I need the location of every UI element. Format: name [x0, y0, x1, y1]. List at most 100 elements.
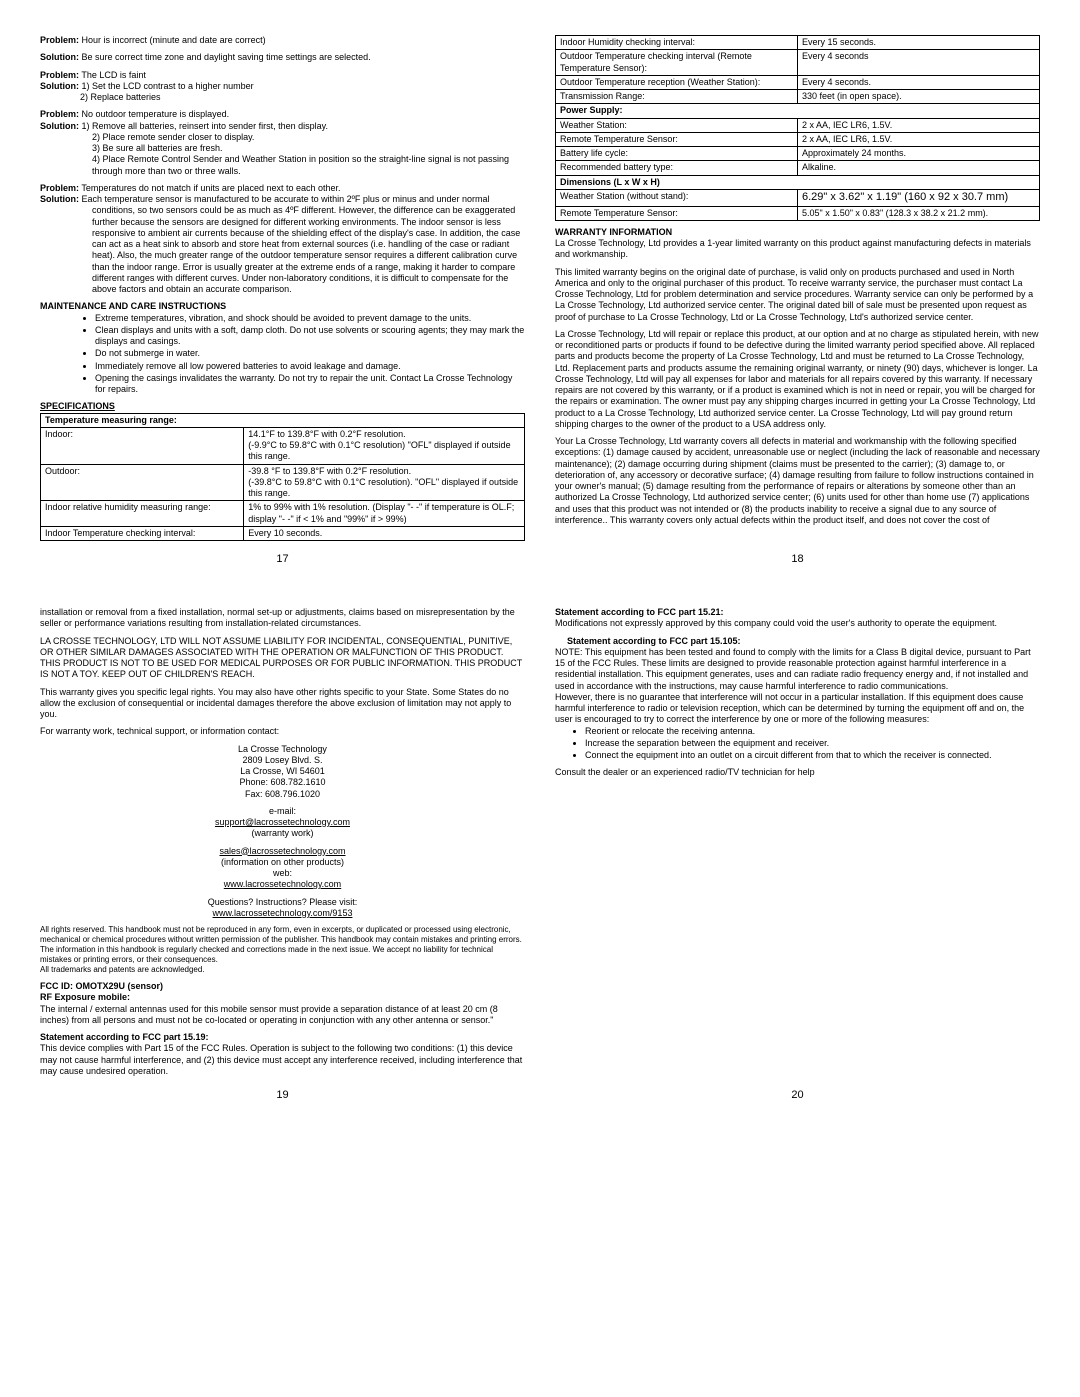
cell: Outdoor Temperature checking interval (R… — [556, 50, 798, 76]
page-18: Indoor Humidity checking interval:Every … — [555, 35, 1040, 567]
text: Questions? Instructions? Please visit: — [40, 897, 525, 908]
cell: -39.8 °F to 139.8°F with 0.2°F resolutio… — [244, 464, 525, 501]
text: installation or removal from a fixed ins… — [40, 607, 525, 630]
cell: Power Supply: — [556, 104, 1040, 118]
text: This device complies with Part 15 of the… — [40, 1043, 525, 1077]
page-number: 20 — [555, 1089, 1040, 1103]
email-support-link[interactable]: support@lacrossetechnology.com — [215, 817, 350, 827]
text: Be sure correct time zone and daylight s… — [79, 52, 371, 62]
text: 1) Remove all batteries, reinsert into s… — [79, 121, 328, 131]
page-19: installation or removal from a fixed ins… — [40, 607, 525, 1103]
cell: Every 15 seconds. — [798, 36, 1040, 50]
label: Problem: — [40, 35, 79, 45]
website-link[interactable]: www.lacrossetechnology.com — [224, 879, 341, 889]
email-sales-link[interactable]: sales@lacrossetechnology.com — [219, 846, 345, 856]
text: Phone: 608.782.1610 — [40, 777, 525, 788]
text: web: — [40, 868, 525, 879]
page-number: 18 — [555, 553, 1040, 567]
text: Modifications not expressly approved by … — [555, 618, 1040, 629]
cell: Remote Temperature Sensor: — [556, 206, 798, 220]
list-item: Clean displays and units with a soft, da… — [95, 325, 525, 348]
list-item: Extreme temperatures, vibration, and sho… — [95, 313, 525, 324]
text: For warranty work, technical support, or… — [40, 726, 525, 737]
cell: Battery life cycle: — [556, 147, 798, 161]
text: This limited warranty begins on the orig… — [555, 267, 1040, 323]
text: The internal / external antennas used fo… — [40, 1004, 525, 1027]
cell: Every 4 seconds — [798, 50, 1040, 76]
page-17: Problem: Hour is incorrect (minute and d… — [40, 35, 525, 567]
text: 2) Replace batteries — [80, 92, 161, 102]
maintenance-heading: MAINTENANCE AND CARE INSTRUCTIONS — [40, 301, 525, 312]
list-item: Opening the casings invalidates the warr… — [95, 373, 525, 396]
text: (information on other products) — [40, 857, 525, 868]
cell: 1% to 99% with 1% resolution. (Display "… — [244, 501, 525, 527]
list-item: Connect the equipment into an outlet on … — [585, 750, 1040, 761]
label: Solution: — [40, 121, 79, 131]
product-link[interactable]: www.lacrossetechnology.com/9153 — [213, 908, 353, 918]
fcc-15105-heading: Statement according to FCC part 15.105: — [555, 636, 1040, 647]
label: Solution: — [40, 52, 79, 62]
fcc-1519-heading: Statement according to FCC part 15.19: — [40, 1032, 525, 1043]
cell: Weather Station (without stand): — [556, 189, 798, 206]
cell: 6.29" x 3.62" x 1.19" (160 x 92 x 30.7 m… — [798, 189, 1040, 206]
text: No outdoor temperature is displayed. — [79, 109, 229, 119]
cell: Approximately 24 months. — [798, 147, 1040, 161]
cell: Alkaline. — [798, 161, 1040, 175]
list-item: Reorient or relocate the receiving anten… — [585, 726, 1040, 737]
text: Each temperature sensor is manufactured … — [79, 194, 520, 294]
fine-print: All rights reserved. This handbook must … — [40, 925, 525, 975]
cell: Indoor relative humidity measuring range… — [41, 501, 244, 527]
cell: Weather Station: — [556, 118, 798, 132]
text: La Crosse Technology, Ltd will repair or… — [555, 329, 1040, 430]
cell: Indoor: — [41, 427, 244, 464]
cell: 5.05" x 1.50" x 0.83" (128.3 x 38.2 x 21… — [798, 206, 1040, 220]
page-number: 19 — [40, 1089, 525, 1103]
cell: Indoor Temperature checking interval: — [41, 526, 244, 540]
cell: 330 feet (in open space). — [798, 90, 1040, 104]
cell: Outdoor: — [41, 464, 244, 501]
text: La Crosse Technology, Ltd provides a 1-y… — [555, 238, 1040, 261]
label: Problem: — [40, 183, 79, 193]
cell: Every 4 seconds. — [798, 75, 1040, 89]
text: e-mail: — [40, 806, 525, 817]
text: 1) Set the LCD contrast to a higher numb… — [79, 81, 254, 91]
text: Your La Crosse Technology, Ltd warranty … — [555, 436, 1040, 526]
list-item: Increase the separation between the equi… — [585, 738, 1040, 749]
text: NOTE: This equipment has been tested and… — [555, 647, 1040, 726]
specifications-heading: SPECIFICATIONS — [40, 401, 525, 412]
label: Problem: — [40, 70, 79, 80]
label: Solution: — [40, 81, 79, 91]
text: (warranty work) — [40, 828, 525, 839]
list-item: Immediately remove all low powered batte… — [95, 361, 525, 372]
text: Hour is incorrect (minute and date are c… — [79, 35, 266, 45]
cell: 2 x AA, IEC LR6, 1.5V. — [798, 132, 1040, 146]
text: 3) Be sure all batteries are fresh. — [92, 143, 223, 153]
text: This warranty gives you specific legal r… — [40, 687, 525, 721]
cell: Dimensions (L x W x H) — [556, 175, 1040, 189]
cell: Outdoor Temperature reception (Weather S… — [556, 75, 798, 89]
page-number: 17 — [40, 553, 525, 567]
text: La Crosse Technology — [40, 744, 525, 755]
text: The LCD is faint — [79, 70, 146, 80]
text: 2) Place remote sender closer to display… — [92, 132, 254, 142]
cell: Indoor Humidity checking interval: — [556, 36, 798, 50]
fcc-id: FCC ID: OMOTX29U (sensor) — [40, 981, 525, 992]
cell: Recommended battery type: — [556, 161, 798, 175]
cell: 14.1°F to 139.8°F with 0.2°F resolution.… — [244, 427, 525, 464]
text: 2809 Losey Blvd. S. — [40, 755, 525, 766]
cell: Transmission Range: — [556, 90, 798, 104]
page-20: Statement according to FCC part 15.21: M… — [555, 607, 1040, 1103]
cell: Remote Temperature Sensor: — [556, 132, 798, 146]
cell: 2 x AA, IEC LR6, 1.5V. — [798, 118, 1040, 132]
spec-table-2: Indoor Humidity checking interval:Every … — [555, 35, 1040, 221]
text: Consult the dealer or an experienced rad… — [555, 767, 1040, 778]
text: 4) Place Remote Control Sender and Weath… — [92, 154, 509, 175]
label: Solution: — [40, 194, 79, 204]
label: Problem: — [40, 109, 79, 119]
warranty-heading: WARRANTY INFORMATION — [555, 227, 1040, 238]
maintenance-list: Extreme temperatures, vibration, and sho… — [95, 313, 525, 396]
fcc-1521-heading: Statement according to FCC part 15.21: — [555, 607, 1040, 618]
list-item: Do not submerge in water. — [95, 348, 525, 359]
rf-heading: RF Exposure mobile: — [40, 992, 525, 1003]
spec-table-1: Temperature measuring range: Indoor:14.1… — [40, 413, 525, 542]
